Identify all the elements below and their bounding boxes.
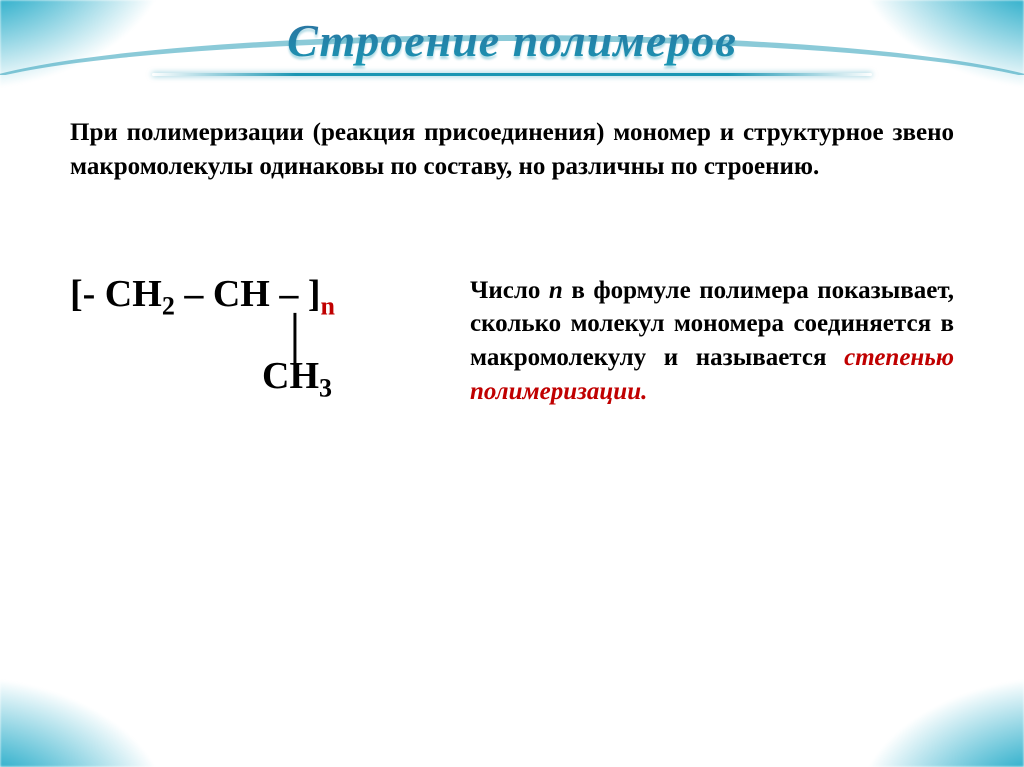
formula-l1-pre: [- CH — [70, 273, 162, 315]
content-area: При полимеризации (реакция присоединения… — [0, 76, 1024, 409]
desc-n-italic: n — [549, 277, 563, 304]
formula-l1-sub1: 2 — [162, 291, 175, 320]
formula-line3: CH3 — [70, 356, 440, 403]
formula-l1-n: n — [320, 291, 334, 320]
formula-l3-pre: CH — [262, 355, 319, 397]
formula-row: [- CH2 – CH – ]n │ CH3 Число n в формуле… — [70, 274, 954, 409]
title-text: Строение полимеров — [287, 15, 737, 66]
decor-corner-bl — [0, 617, 260, 767]
desc-a: Число — [470, 277, 549, 304]
chemical-formula: [- CH2 – CH – ]n │ CH3 — [70, 274, 440, 409]
decor-corner-br — [764, 617, 1024, 767]
slide-title: Строение полимеров Строение полимеров — [0, 14, 1024, 67]
title-wrap: Строение полимеров Строение полимеров — [0, 0, 1024, 76]
formula-line2: │ — [70, 321, 440, 357]
formula-l1-mid: – CH – ] — [175, 273, 321, 315]
intro-paragraph: При полимеризации (реакция присоединения… — [70, 116, 954, 184]
description-paragraph: Число n в формуле полимера показывает, с… — [470, 274, 954, 409]
formula-l3-sub: 3 — [319, 374, 332, 403]
formula-line1: [- CH2 – CH – ]n — [70, 274, 440, 321]
